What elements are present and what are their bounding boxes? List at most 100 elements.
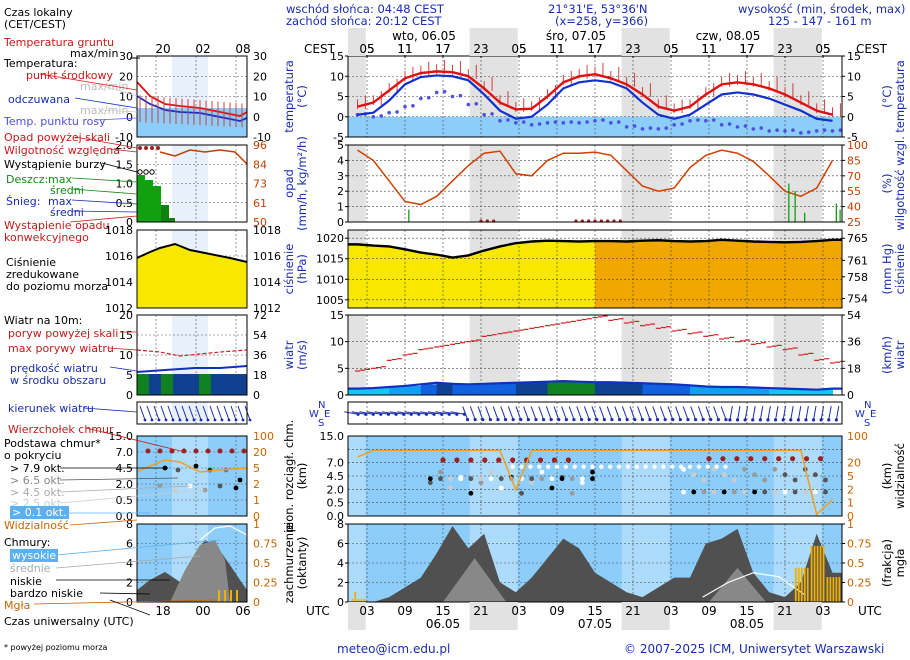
m-wind-rtick-4: 0: [253, 389, 260, 402]
cloud-base-226: [488, 469, 494, 475]
wind-arrow-head-269: [519, 417, 523, 422]
fog-bar-28-0: [800, 567, 803, 602]
wind-arrow-head-665: [766, 418, 770, 422]
m-cb-base-11: [233, 485, 239, 491]
cb-ltick-5: 15.0: [320, 430, 345, 443]
press-right-unit: (mm Hg): [880, 244, 894, 295]
wind-band-start: [348, 388, 358, 395]
m-cb-top-2: [169, 448, 175, 454]
m-cb-ltick-2: 4.5: [116, 462, 134, 475]
wind-arrow-413: [606, 406, 613, 420]
dew-point-dot-13: [561, 121, 566, 125]
legend-gust-max: max porywy wiatru: [8, 342, 114, 355]
cloud-base-162: [448, 485, 453, 491]
wind-arrow-head-617: [735, 418, 740, 422]
wind-band-27: [785, 388, 802, 395]
wind-arrow-617: [737, 406, 741, 420]
wind-arrow-737: [813, 406, 817, 420]
press-left-unit: (hPa): [295, 254, 309, 284]
rain-ltick-2: 2: [337, 185, 344, 198]
cloud-base-white-596: [723, 464, 728, 469]
cloud-base-b-lower-722: [802, 489, 808, 495]
m-rain-frame: [136, 144, 248, 223]
legend-gust-overflow: poryw powyżej skali: [8, 327, 119, 340]
cloud-base-242: [498, 485, 504, 491]
legend-pointer-15: [109, 366, 138, 372]
cloud-base-white-526: [678, 464, 684, 469]
wind-arrow-head-713: [796, 418, 800, 422]
mid-cloud-patch-1: [709, 567, 766, 602]
m-cov-mid: [170, 540, 230, 602]
cov-ltick-2: 2: [337, 577, 344, 590]
compass-w-left: W: [309, 409, 319, 420]
wind-band-19: [658, 383, 675, 395]
utc-label-left: UTC: [306, 604, 330, 618]
legend-rain-avg: średni: [50, 184, 84, 197]
utc-tick-6: 15: [587, 604, 602, 618]
wind-arrow-head-689: [781, 418, 785, 422]
wind-arrow-head-677: [773, 418, 778, 422]
m-rain-bar-4: [169, 218, 175, 222]
dew-point-dot-7: [466, 102, 471, 107]
feels-like-line: [357, 74, 833, 122]
wind-arrow-head-569: [709, 417, 713, 422]
m-press-ltick-1: 1016: [105, 250, 133, 263]
press-rtick-2: 761: [847, 254, 868, 267]
wind-arrow-head-209: [481, 417, 485, 422]
legend-coverage: o pokryciu: [4, 449, 62, 462]
m-dir-head-196: [199, 418, 203, 422]
dew-point-dot-5: [434, 90, 439, 95]
dew-point-dot-12: [545, 121, 550, 125]
rain-bar-5: [835, 203, 837, 222]
legend-convective: Wystąpienie opadu: [4, 219, 110, 232]
cov-rtick-4: 1: [847, 518, 854, 531]
m-wind-rtick-0: 72: [253, 309, 267, 322]
wind-arrow-head-389: [595, 417, 599, 422]
m-wind-green-1: [161, 374, 173, 395]
pressure-area-orange: [595, 239, 842, 308]
legend-wind10: Wiatr na 10m:: [4, 314, 83, 327]
m-wind-rtick-1: 54: [253, 329, 267, 342]
m-dir-arrow-140: [139, 405, 146, 421]
day-label-0: wto, 06.05: [392, 29, 456, 43]
legend-feels-like: odczuwana: [8, 93, 70, 106]
cloud-base-white-414: [608, 464, 613, 469]
m-dir-head-224: [227, 418, 231, 422]
legend-local-time: Czas lokalny: [4, 6, 73, 19]
utc-date-0: 06.05: [426, 617, 460, 631]
m-cb-night: [172, 436, 208, 516]
m-cov-ltick-4: 0: [126, 596, 133, 609]
cloud-base-white-400: [599, 464, 604, 469]
m-wind-frame: [136, 314, 248, 396]
cov-ltick-0: 0: [337, 596, 344, 609]
m-dir-head-203: [206, 418, 210, 422]
local-label-right: CEST: [856, 42, 888, 56]
m-rain-dot-0: [138, 146, 142, 150]
cloud-top-b-658: [762, 456, 768, 462]
local-tick-front-6: 17: [587, 42, 602, 56]
footer-email[interactable]: meteo@icm.edu.pl: [337, 642, 451, 656]
wind-speed-line: [348, 380, 842, 391]
rain-ltick-0: 0: [337, 216, 344, 229]
wind-rtick-0: 0: [847, 389, 854, 402]
cloud-base-white-372: [581, 464, 586, 469]
m-dir-arrow-203: [202, 405, 209, 421]
dew-point-dot-11: [529, 123, 534, 127]
wind-arrow-401: [599, 406, 605, 420]
wind-ltick-15: 15: [330, 309, 344, 322]
press-ltick-1020: 1020: [316, 232, 344, 245]
local-tick-1: 11: [397, 42, 412, 56]
legend-temperature: Temperatura:: [4, 57, 78, 70]
wind-arrow-353: [568, 406, 575, 420]
dew-point-dot-27: [783, 129, 787, 133]
dew-point-dot-8: [482, 112, 486, 117]
m-temp-ltick-3: 0: [126, 111, 133, 124]
dew-point-dot-10: [514, 121, 518, 125]
m-dir-arrow-189: [188, 405, 195, 421]
temperature-line: [357, 70, 833, 116]
m-cb-top-4: [193, 448, 199, 454]
rain-right-unit: (%): [880, 174, 894, 194]
m-dir-arrow-168: [167, 405, 174, 421]
dew-point-dot-b-20: [680, 122, 684, 126]
cloud-top-b-746: [817, 456, 824, 462]
